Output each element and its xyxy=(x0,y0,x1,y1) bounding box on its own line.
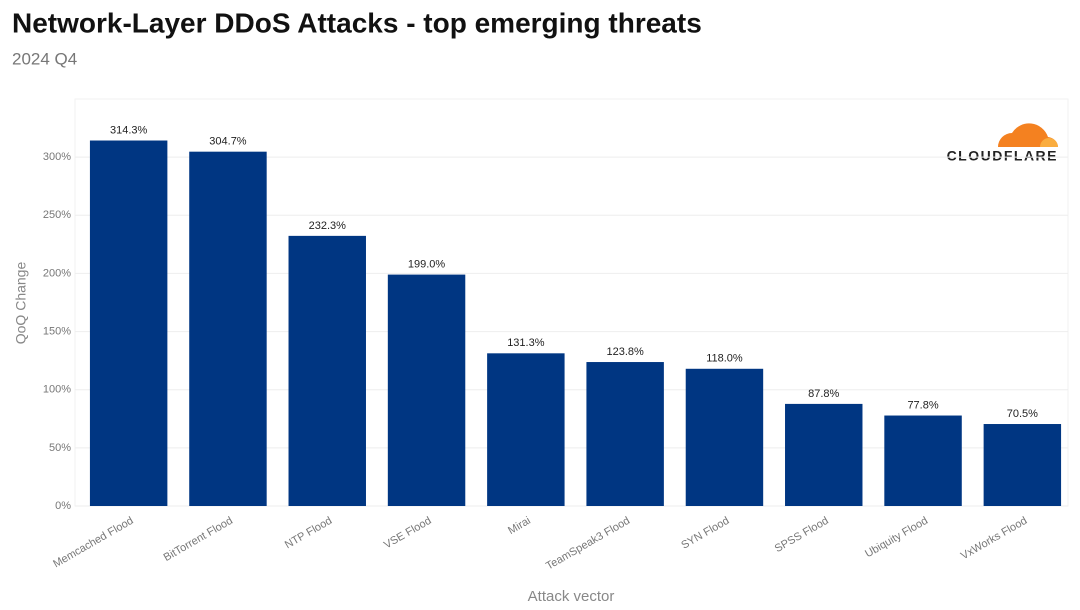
y-axis-title: QoQ Change xyxy=(13,262,29,345)
bar xyxy=(387,274,466,506)
x-tick-label: VSE Flood xyxy=(382,515,434,552)
y-tick-label: 300% xyxy=(43,151,71,163)
chart-subtitle: 2024 Q4 xyxy=(12,49,77,68)
logo-cloud-small xyxy=(1040,138,1058,147)
y-tick-label: 200% xyxy=(43,267,71,279)
bar xyxy=(983,424,1062,506)
bar xyxy=(884,415,962,506)
x-tick-label: Ubiquity Flood xyxy=(863,515,930,561)
y-tick-label: 0% xyxy=(55,500,71,512)
value-label: 232.3% xyxy=(309,220,347,232)
value-label: 123.8% xyxy=(606,346,644,358)
x-tick-label: SYN Flood xyxy=(679,515,731,552)
x-axis-title: Attack vector xyxy=(528,588,615,605)
x-tick-label: Memcached Flood xyxy=(51,515,135,571)
value-label: 199.0% xyxy=(408,258,446,270)
x-tick-label: VxWorks Flood xyxy=(959,515,1029,563)
bar xyxy=(685,368,764,506)
value-label: 304.7% xyxy=(209,136,247,148)
bar xyxy=(89,140,168,506)
value-label: 77.8% xyxy=(907,399,938,411)
x-tick-label: SPSS Flood xyxy=(773,515,831,555)
logo-text: CLOUDFLARE xyxy=(947,148,1058,164)
bar xyxy=(288,235,366,506)
bar xyxy=(487,353,565,506)
bar xyxy=(785,403,863,506)
x-tick-label: Mirai xyxy=(506,515,533,537)
bar xyxy=(189,151,267,506)
value-label: 118.0% xyxy=(706,353,743,365)
y-tick-label: 150% xyxy=(43,325,71,337)
bar xyxy=(586,362,664,506)
value-label: 70.5% xyxy=(1007,408,1038,420)
x-tick-label: BitTorrent Flood xyxy=(162,515,235,564)
value-label: 131.3% xyxy=(507,337,545,349)
y-tick-label: 250% xyxy=(43,209,71,221)
y-tick-label: 100% xyxy=(43,384,71,396)
x-tick-label: NTP Flood xyxy=(283,515,334,552)
x-tick-label: TeamSpeak3 Flood xyxy=(544,515,632,573)
chart-title: Network-Layer DDoS Attacks - top emergin… xyxy=(12,7,702,38)
value-label: 87.8% xyxy=(808,388,839,400)
y-tick-label: 50% xyxy=(49,442,71,454)
logo: CLOUDFLARE xyxy=(947,123,1058,164)
value-label: 314.3% xyxy=(110,124,148,136)
